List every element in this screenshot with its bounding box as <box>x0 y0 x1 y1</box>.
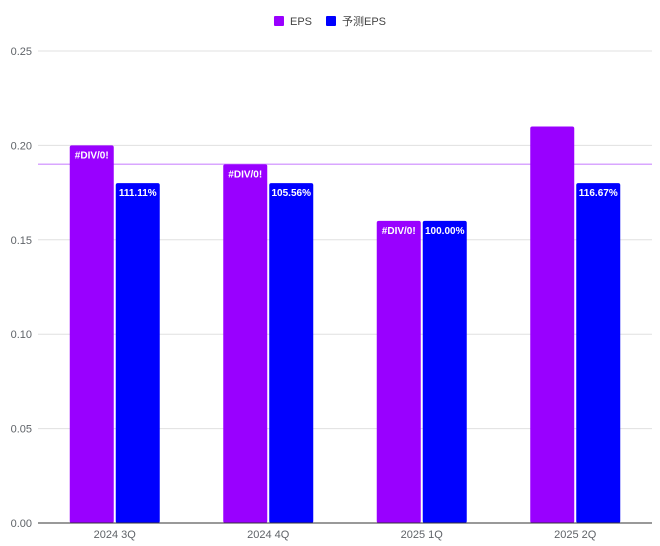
y-tick-label: 0.20 <box>11 140 32 152</box>
bar-eps-2025-1q[interactable] <box>376 220 421 524</box>
bar-eps-2025-2q[interactable] <box>530 126 575 524</box>
data-labels: #DIV/0! 111.11% #DIV/0! 105.56% #DIV/0! 100.0… <box>75 150 618 237</box>
data-label-eps-2025-2q: 116.67% <box>579 188 618 199</box>
y-tick-label: 0.00 <box>11 518 32 530</box>
bar-eps-2024-3q[interactable] <box>115 183 160 523</box>
data-label-eps-2025-1q: #DIV/0! <box>382 226 416 237</box>
legend-swatch-eps <box>326 16 336 26</box>
y-tick-label: 0.15 <box>11 235 32 247</box>
data-label-eps-2024-4q: #DIV/0! <box>228 169 262 180</box>
bar-eps-2024-3q[interactable] <box>69 145 114 523</box>
legend-label-eps: EPS <box>290 16 312 28</box>
bar-eps-2024-4q[interactable] <box>223 164 268 523</box>
bar-eps-2025-2q[interactable] <box>576 183 621 523</box>
legend-label-eps: 予测EPS <box>342 15 386 28</box>
x-tick-label: 2024 3Q <box>94 529 137 541</box>
data-label-eps-2024-3q: 111.11% <box>119 188 157 199</box>
legend-swatch-eps <box>273 16 284 26</box>
x-tick-label: 2025 1Q <box>401 529 444 541</box>
x-tick-label: 2024 4Q <box>247 529 290 541</box>
y-tick-label: 0.25 <box>11 46 32 58</box>
legend: EPS 予测EPS <box>273 15 386 28</box>
bar-eps-2024-4q[interactable] <box>269 183 314 523</box>
x-tick-label: 2025 2Q <box>554 529 597 541</box>
axes: 0.25 0.20 0.15 0.10 0.05 0.00 2024 3Q 2024 4Q 20… <box>11 46 652 541</box>
bar-eps-2025-1q[interactable] <box>422 220 467 524</box>
data-label-eps-2024-3q: #DIV/0! <box>75 150 109 161</box>
data-label-eps-2024-4q: 105.56% <box>272 188 312 199</box>
y-tick-label: 0.05 <box>11 424 32 436</box>
data-label-eps-2025-1q: 100.00% <box>425 226 465 237</box>
y-tick-label: 0.10 <box>11 329 32 341</box>
bars <box>69 126 621 524</box>
